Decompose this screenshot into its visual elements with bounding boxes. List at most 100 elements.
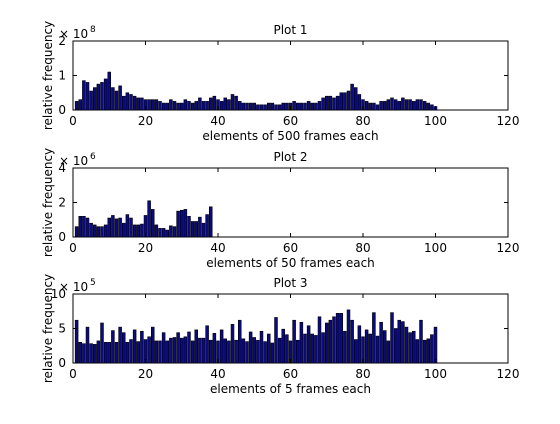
bar xyxy=(430,104,434,111)
bar xyxy=(147,336,151,364)
bar xyxy=(107,71,112,111)
plot-2: 0 20 40 60 80 100 120 0 2 4× 10 6 Plot 2 elements of… xyxy=(41,148,519,270)
x-tick-label: 0 xyxy=(69,241,77,255)
bar xyxy=(426,338,430,364)
bar xyxy=(299,321,304,364)
bar xyxy=(82,80,86,111)
bar xyxy=(350,319,354,364)
plot-title: Plot 1 xyxy=(273,23,307,37)
bar xyxy=(281,102,285,111)
x-tick-label: 0 xyxy=(69,367,77,381)
bar xyxy=(187,101,191,111)
bar xyxy=(118,326,122,364)
bar xyxy=(122,332,126,364)
y-tick-label: 4 xyxy=(58,161,66,175)
bar xyxy=(180,209,184,238)
bar xyxy=(353,87,358,111)
bar xyxy=(223,97,228,111)
bar xyxy=(382,330,387,364)
bar xyxy=(201,337,206,364)
y-tick-label: 1 xyxy=(58,69,66,83)
y-tick-label: 10 xyxy=(51,287,66,301)
bar xyxy=(306,101,311,111)
bar xyxy=(96,226,101,238)
bar xyxy=(180,337,184,364)
bar xyxy=(151,209,155,238)
bar xyxy=(238,101,242,111)
bar xyxy=(270,342,275,364)
bar xyxy=(187,216,191,238)
bar xyxy=(346,90,351,111)
bar xyxy=(408,99,412,111)
bar xyxy=(176,332,180,364)
bar xyxy=(161,228,166,238)
bar xyxy=(111,330,115,364)
bar xyxy=(136,97,141,111)
bar xyxy=(154,99,159,111)
bar xyxy=(375,335,380,364)
bar xyxy=(335,313,340,364)
x-tick-label: 80 xyxy=(355,241,370,255)
y-tick-label: 2 xyxy=(58,196,66,210)
bar xyxy=(252,337,257,364)
bar xyxy=(317,316,322,364)
bar xyxy=(194,221,199,238)
bar xyxy=(122,222,126,238)
bar xyxy=(390,312,394,364)
y-tick-label: 0 xyxy=(58,103,66,117)
x-tick-label: 40 xyxy=(210,114,225,128)
bar xyxy=(419,319,423,364)
bar xyxy=(375,104,380,111)
bar xyxy=(111,215,115,238)
bar xyxy=(332,316,336,364)
bar xyxy=(248,331,253,364)
bar xyxy=(176,102,180,111)
bar xyxy=(183,99,188,111)
bar xyxy=(209,97,213,111)
bar xyxy=(96,83,101,111)
bar xyxy=(353,339,358,364)
x-tick-label: 120 xyxy=(497,367,520,381)
bar xyxy=(198,337,202,364)
exponent-value: 8 xyxy=(90,25,96,35)
bar xyxy=(198,97,202,111)
bar xyxy=(310,102,314,111)
bar xyxy=(234,95,238,111)
bar xyxy=(125,92,130,111)
bar xyxy=(151,326,155,364)
bar xyxy=(263,104,267,111)
bar xyxy=(324,322,329,364)
bar xyxy=(82,216,86,238)
bar xyxy=(277,337,282,364)
bar xyxy=(165,229,170,238)
bar xyxy=(183,209,188,238)
bar xyxy=(303,102,307,111)
bar xyxy=(132,329,137,364)
bar xyxy=(245,102,249,111)
bar xyxy=(241,102,246,111)
bar xyxy=(390,97,394,111)
bar xyxy=(321,97,325,111)
y-axis-label: relative frequency xyxy=(41,148,55,257)
bar xyxy=(74,226,79,238)
bar xyxy=(209,339,213,364)
bar xyxy=(161,332,166,364)
x-tick-label: 40 xyxy=(210,241,225,255)
bar xyxy=(107,217,112,238)
bar xyxy=(270,102,275,111)
bar xyxy=(93,224,97,238)
bar xyxy=(89,343,93,364)
bar xyxy=(397,101,401,111)
x-tick-label: 120 xyxy=(497,241,520,255)
bar xyxy=(187,331,191,364)
bar xyxy=(310,333,314,364)
y-axis-label: relative frequency xyxy=(41,21,55,130)
bar xyxy=(78,99,83,111)
bar xyxy=(274,317,278,364)
bar xyxy=(422,339,427,364)
bar xyxy=(386,340,391,364)
bar xyxy=(285,334,289,364)
bar xyxy=(176,210,180,238)
bar xyxy=(372,102,376,111)
